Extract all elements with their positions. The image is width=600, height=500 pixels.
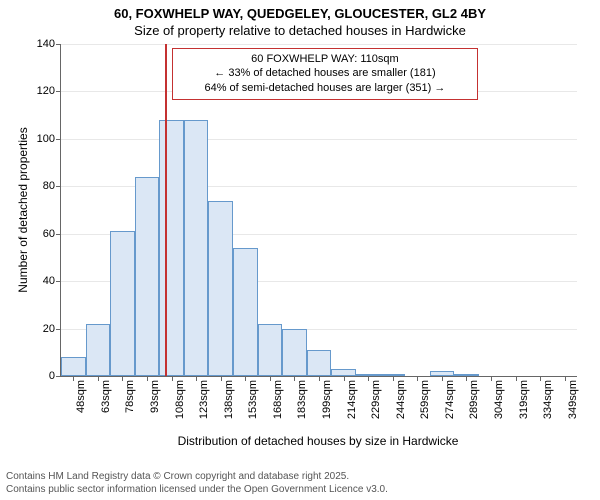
histogram-bar xyxy=(184,120,209,376)
histogram-bar xyxy=(233,248,258,376)
gridline xyxy=(61,44,577,45)
histogram-bar xyxy=(135,177,160,376)
footer-line-2: Contains public sector information licen… xyxy=(6,484,388,497)
xtick-label: 319sqm xyxy=(518,380,530,419)
footer: Contains HM Land Registry data © Crown c… xyxy=(6,471,388,496)
xtick-label: 244sqm xyxy=(395,380,407,419)
plot-area: 02040608010012014048sqm63sqm78sqm93sqm10… xyxy=(60,44,577,377)
xtick-mark xyxy=(540,376,541,381)
xtick-label: 93sqm xyxy=(149,380,161,413)
xtick-mark xyxy=(196,376,197,381)
annotation-box: 60 FOXWHELP WAY: 110sqm← 33% of detached… xyxy=(172,48,478,100)
ytick-label: 40 xyxy=(43,275,61,287)
histogram-bar xyxy=(110,231,135,376)
title-line-1: 60, FOXWHELP WAY, QUEDGELEY, GLOUCESTER,… xyxy=(0,6,600,23)
xtick-mark xyxy=(147,376,148,381)
xtick-mark xyxy=(270,376,271,381)
xtick-mark xyxy=(344,376,345,381)
histogram-bar xyxy=(258,324,283,376)
chart-title: 60, FOXWHELP WAY, QUEDGELEY, GLOUCESTER,… xyxy=(0,0,600,40)
xtick-mark xyxy=(368,376,369,381)
xtick-label: 304sqm xyxy=(493,380,505,419)
xtick-label: 48sqm xyxy=(75,380,87,413)
xtick-mark xyxy=(221,376,222,381)
xtick-label: 108sqm xyxy=(174,380,186,419)
xtick-mark xyxy=(393,376,394,381)
xtick-label: 138sqm xyxy=(223,380,235,419)
xtick-label: 349sqm xyxy=(567,380,579,419)
xtick-mark xyxy=(319,376,320,381)
footer-line-1: Contains HM Land Registry data © Crown c… xyxy=(6,471,388,484)
ytick-label: 100 xyxy=(37,133,61,145)
x-axis-title: Distribution of detached houses by size … xyxy=(178,434,459,448)
xtick-label: 153sqm xyxy=(247,380,259,419)
xtick-mark xyxy=(442,376,443,381)
xtick-mark xyxy=(516,376,517,381)
ytick-label: 60 xyxy=(43,228,61,240)
y-axis-title: Number of detached properties xyxy=(16,127,30,292)
xtick-label: 229sqm xyxy=(370,380,382,419)
histogram-bar xyxy=(208,201,233,376)
xtick-label: 123sqm xyxy=(198,380,210,419)
histogram-bar xyxy=(307,350,332,376)
xtick-label: 289sqm xyxy=(468,380,480,419)
xtick-label: 274sqm xyxy=(444,380,456,419)
histogram-bar xyxy=(159,120,184,376)
xtick-label: 78sqm xyxy=(124,380,136,413)
ytick-label: 0 xyxy=(49,370,61,382)
xtick-label: 199sqm xyxy=(321,380,333,419)
marker-line xyxy=(165,44,167,376)
chart-container: 60, FOXWHELP WAY, QUEDGELEY, GLOUCESTER,… xyxy=(0,0,600,500)
ytick-label: 80 xyxy=(43,180,61,192)
xtick-label: 63sqm xyxy=(100,380,112,413)
histogram-bar xyxy=(331,369,356,376)
xtick-label: 259sqm xyxy=(419,380,431,419)
annotation-line-3: 64% of semi-detached houses are larger (… xyxy=(181,81,469,95)
annotation-line-1: 60 FOXWHELP WAY: 110sqm xyxy=(181,52,469,66)
histogram-bar xyxy=(61,357,86,376)
xtick-label: 334sqm xyxy=(542,380,554,419)
gridline xyxy=(61,139,577,140)
xtick-mark xyxy=(172,376,173,381)
ytick-label: 20 xyxy=(43,323,61,335)
title-line-2: Size of property relative to detached ho… xyxy=(0,23,600,40)
xtick-label: 168sqm xyxy=(272,380,284,419)
histogram-bar xyxy=(282,329,307,376)
xtick-label: 183sqm xyxy=(296,380,308,419)
xtick-mark xyxy=(491,376,492,381)
ytick-label: 120 xyxy=(37,85,61,97)
xtick-mark xyxy=(565,376,566,381)
annotation-line-2: ← 33% of detached houses are smaller (18… xyxy=(181,66,469,80)
xtick-mark xyxy=(98,376,99,381)
histogram-bar xyxy=(86,324,111,376)
xtick-label: 214sqm xyxy=(346,380,358,419)
ytick-label: 140 xyxy=(37,38,61,50)
